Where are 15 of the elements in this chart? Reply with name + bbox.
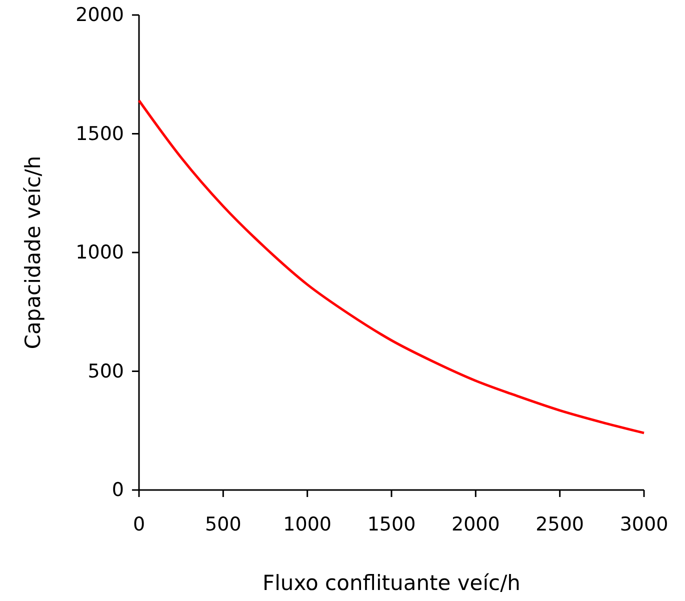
y-tick-label: 500 xyxy=(88,360,124,382)
y-tick-label: 2000 xyxy=(76,4,124,26)
x-axis-title: Fluxo conflituante veíc/h xyxy=(262,571,520,595)
x-tick-label: 1000 xyxy=(283,513,332,536)
x-tick-label: 0 xyxy=(132,513,146,536)
x-tick-label: 2000 xyxy=(451,513,500,536)
x-tick-label: 500 xyxy=(205,513,242,536)
x-tick-label: 2500 xyxy=(536,513,584,536)
x-tick-label: 3000 xyxy=(620,513,668,536)
y-tick-label: 0 xyxy=(112,479,124,502)
line-series xyxy=(138,99,646,434)
y-tick-label: 1000 xyxy=(76,242,124,264)
y-tick-label: 1500 xyxy=(76,122,124,145)
x-tick-label: 1500 xyxy=(367,513,416,536)
y-axis-title: Capacidade veíc/h xyxy=(21,156,45,350)
